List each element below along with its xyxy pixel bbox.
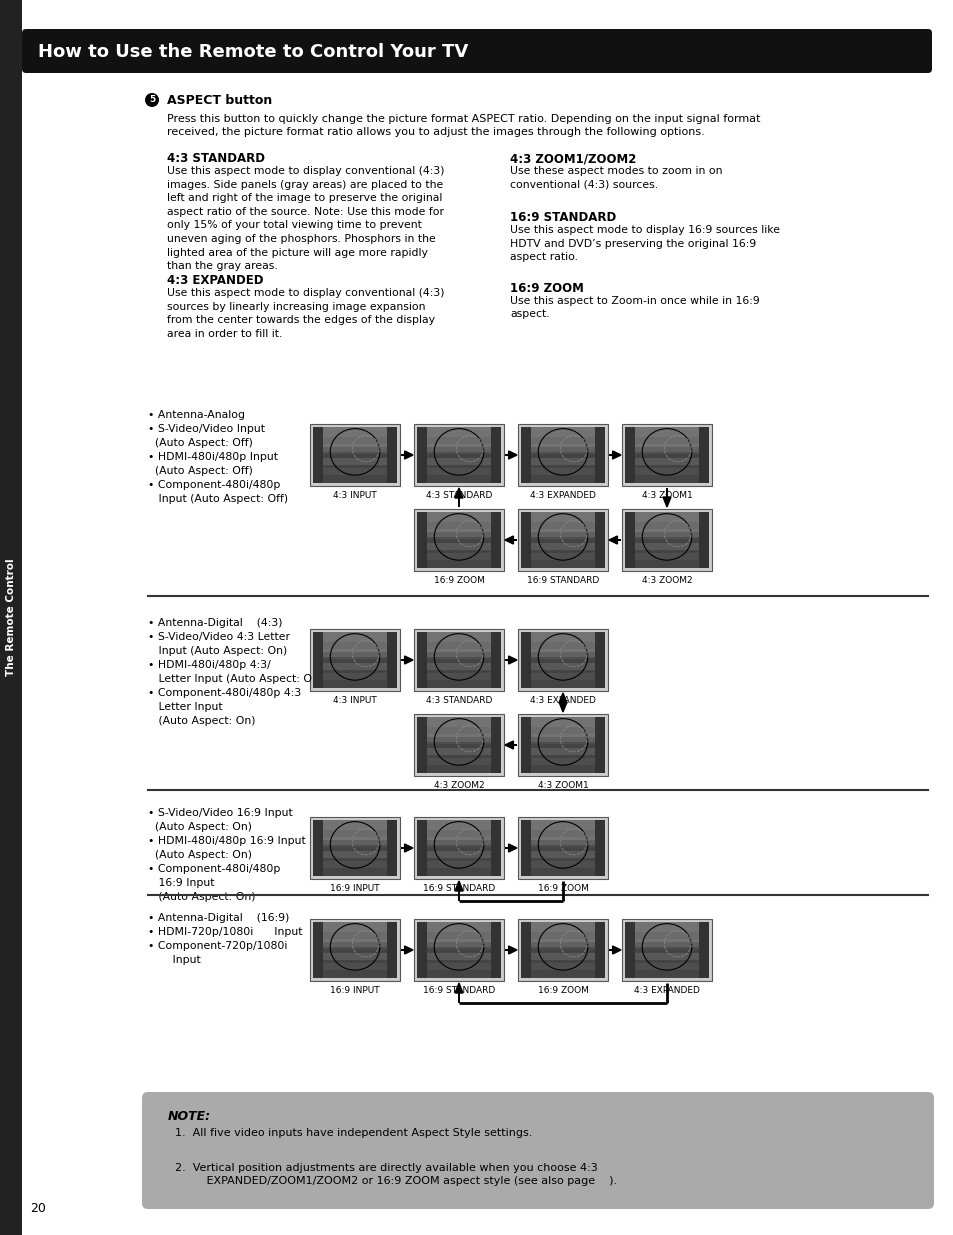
Bar [520,820,604,876]
Text: 4:3 EXPANDED: 4:3 EXPANDED [634,986,700,995]
Bar [621,424,711,487]
Text: ASPECT button: ASPECT button [167,94,272,106]
Bar [699,513,708,568]
Text: • Antenna-Digital    (4:3)
• S-Video/Video 4:3 Letter
   Input (Auto Aspect: On): • Antenna-Digital (4:3) • S-Video/Video … [148,618,323,726]
Bar [416,718,427,773]
Text: 2.  Vertical position adjustments are directly available when you choose 4:3
   : 2. Vertical position adjustments are dir… [174,1163,617,1186]
Bar [491,820,500,876]
Bar [427,942,491,950]
FancyArrow shape [400,656,413,664]
Text: 4:3 ZOOM1/ZOOM2: 4:3 ZOOM1/ZOOM2 [510,152,636,165]
Text: 4:3 EXPANDED: 4:3 EXPANDED [167,274,263,287]
Bar [310,818,399,879]
Bar [323,851,387,857]
Bar [531,642,595,650]
Bar [416,632,500,688]
Text: 16:9 STANDARD: 16:9 STANDARD [422,884,495,893]
Text: Use this aspect mode to display conventional (4:3)
sources by linearly increasin: Use this aspect mode to display conventi… [167,288,444,338]
Text: 4:3 STANDARD: 4:3 STANDARD [425,697,492,705]
Bar [531,758,595,764]
Bar [699,923,708,978]
Text: 16:9 STANDARD: 16:9 STANDARD [422,986,495,995]
Text: 5: 5 [149,95,155,105]
Bar [427,532,491,540]
FancyArrow shape [504,536,517,543]
FancyArrow shape [455,881,462,902]
Bar [520,632,604,657]
Bar [313,632,323,688]
Bar [427,727,491,734]
Bar [323,642,387,650]
Bar [520,820,604,845]
Bar [621,509,711,571]
Bar [313,820,396,876]
Bar [531,830,595,837]
Text: • S-Video/Video 16:9 Input
  (Auto Aspect: On)
• HDMI-480i/480p 16:9 Input
  (Au: • S-Video/Video 16:9 Input (Auto Aspect:… [148,808,305,902]
Bar [531,447,595,454]
Bar [531,952,595,960]
Text: 4:3 INPUT: 4:3 INPUT [333,697,376,705]
Bar [427,963,491,969]
Text: The Remote Control: The Remote Control [6,558,16,676]
Bar [427,830,491,837]
Bar [427,642,491,650]
Text: 4:3 ZOOM1: 4:3 ZOOM1 [537,781,588,790]
Bar [621,919,711,981]
Bar [427,851,491,857]
Text: 20: 20 [30,1202,46,1215]
Bar [491,923,500,978]
Bar [520,513,604,568]
Text: • Antenna-Analog
• S-Video/Video Input
  (Auto Aspect: Off)
• HDMI-480i/480p Inp: • Antenna-Analog • S-Video/Video Input (… [148,410,288,504]
Bar [416,513,500,568]
Text: 4:3 EXPANDED: 4:3 EXPANDED [530,492,596,500]
Bar [313,427,396,483]
Bar [595,718,604,773]
Bar [416,427,500,452]
Bar [699,427,708,483]
Bar [427,447,491,454]
Bar [517,424,607,487]
Bar [313,923,323,978]
Text: • Antenna-Digital    (16:9)
• HDMI-720p/1080i      Input
• Component-720p/1080i
: • Antenna-Digital (16:9) • HDMI-720p/108… [148,913,302,965]
Bar [416,513,427,568]
Bar [635,468,699,474]
Bar [595,923,604,978]
Bar [531,662,595,669]
Bar [323,652,387,659]
Bar [624,513,708,568]
FancyArrow shape [455,488,462,508]
FancyArrow shape [504,844,517,852]
Bar [313,632,396,657]
Bar [416,632,500,657]
Text: 16:9 ZOOM: 16:9 ZOOM [510,282,583,294]
Bar [520,427,604,483]
Bar [427,737,491,745]
Bar [323,952,387,960]
Bar [427,952,491,960]
Bar [491,718,500,773]
Bar [531,522,595,529]
Bar [323,468,387,474]
Bar [520,632,604,688]
Bar [635,457,699,464]
Bar [520,632,531,688]
FancyArrow shape [608,451,620,459]
Bar [414,509,503,571]
Circle shape [145,93,159,107]
Bar [624,427,635,483]
Text: 1.  All five video inputs have independent Aspect Style settings.: 1. All five video inputs have independen… [174,1128,532,1137]
Bar [323,457,387,464]
Bar [531,542,595,550]
Bar [531,532,595,540]
Bar [531,553,595,559]
FancyArrow shape [504,656,517,664]
FancyArrow shape [662,488,670,508]
Bar [595,427,604,483]
Bar [635,963,699,969]
Bar [313,427,396,452]
Bar [531,932,595,939]
Bar [323,942,387,950]
Text: 16:9 STANDARD: 16:9 STANDARD [526,576,598,585]
FancyArrow shape [608,946,620,953]
Bar [313,820,323,876]
